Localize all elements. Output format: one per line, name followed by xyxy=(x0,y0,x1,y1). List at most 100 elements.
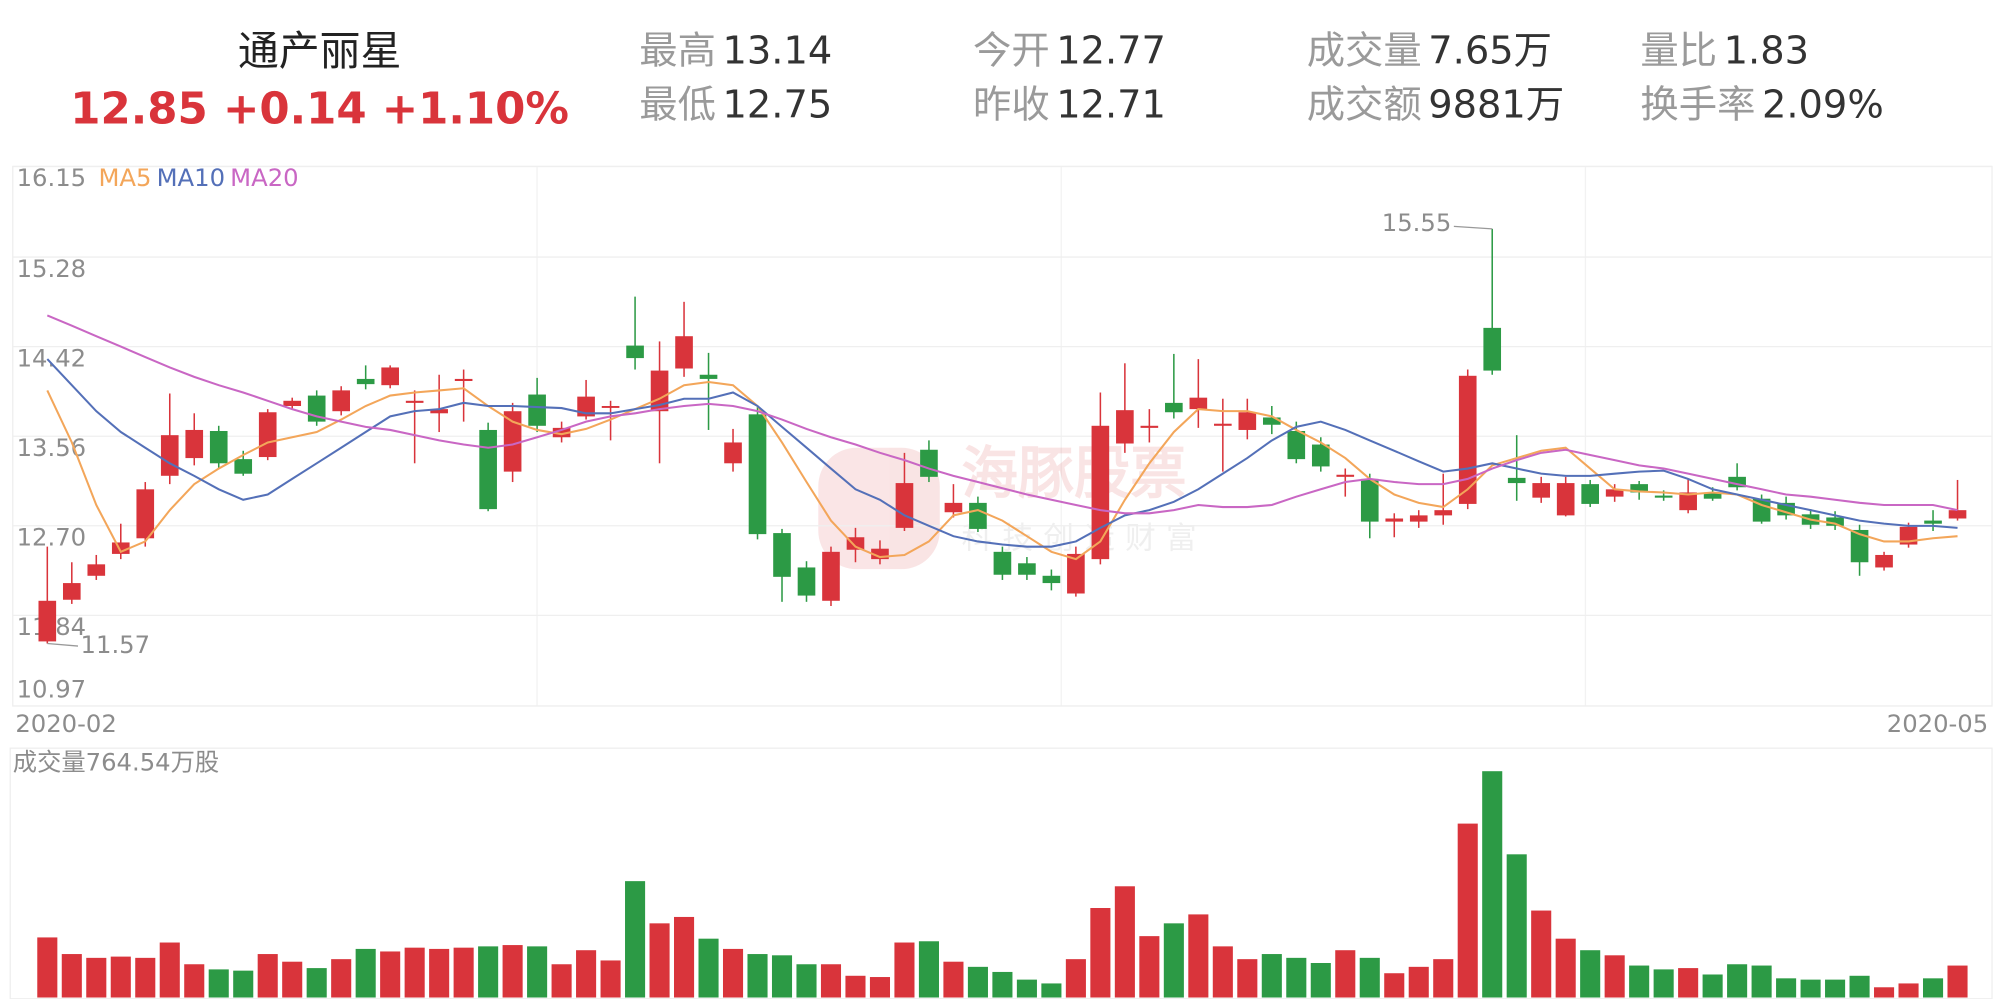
volume-bar xyxy=(992,971,1013,998)
stat-label: 今开 xyxy=(973,28,1050,73)
volume-bar xyxy=(527,946,548,998)
candle-body xyxy=(1262,417,1281,425)
stat-value: 13.14 xyxy=(722,28,832,73)
stat-value: 12.71 xyxy=(1056,82,1166,127)
stat: 成交额 9881万 xyxy=(1307,82,1564,127)
volume-bar xyxy=(1727,964,1748,998)
volume-bars xyxy=(37,771,1968,998)
candle-body xyxy=(1189,397,1208,410)
legend-entry: MA5 xyxy=(98,163,151,192)
volume-bar xyxy=(600,960,621,998)
volume-bar xyxy=(1041,983,1062,998)
candle-body xyxy=(1091,425,1110,560)
volume-bar xyxy=(1874,987,1895,998)
candle-body xyxy=(1507,477,1526,484)
candle-body xyxy=(1850,529,1869,563)
candle-body xyxy=(797,567,816,596)
volume-bar xyxy=(1653,969,1674,998)
volume-bar xyxy=(1384,973,1405,998)
candle-body xyxy=(1826,517,1844,526)
volume-bar xyxy=(869,977,891,998)
volume-bar xyxy=(257,954,278,998)
candle-body xyxy=(62,583,81,600)
volume-bar xyxy=(1261,954,1282,998)
candle-body xyxy=(724,442,742,464)
volume-bar xyxy=(1947,965,1968,998)
volume-bar xyxy=(1580,950,1601,998)
volume-bar xyxy=(820,964,842,998)
volume-bar xyxy=(551,964,572,998)
candle-body xyxy=(1214,423,1232,426)
y-tick-label: 14.42 xyxy=(17,343,87,372)
candle-body xyxy=(111,542,130,554)
volume-bar xyxy=(404,947,425,998)
x-tick-label: 2020-02 xyxy=(15,709,116,738)
volume-bar xyxy=(502,945,523,998)
candle-body xyxy=(38,600,57,642)
volume-bar xyxy=(1139,936,1160,998)
volume-bar xyxy=(233,970,254,998)
volume-bar xyxy=(1310,962,1331,998)
candle-body xyxy=(332,390,351,412)
stat-label: 换手率 xyxy=(1640,82,1755,127)
candle-body xyxy=(1409,515,1428,522)
candle-body xyxy=(699,374,718,379)
stat: 最低 12.75 xyxy=(639,82,832,127)
candle-body xyxy=(1556,483,1575,516)
volume-bar xyxy=(1825,979,1846,998)
candle-body xyxy=(675,336,693,369)
ma-line xyxy=(46,358,1958,548)
volume-bar xyxy=(380,951,401,998)
candle-body xyxy=(1703,492,1722,499)
candle-body xyxy=(1018,563,1036,575)
y-tick-label: 12.70 xyxy=(17,523,87,552)
stat-label: 成交额 xyxy=(1307,82,1422,127)
volume-bar xyxy=(1212,946,1233,998)
volume-bar xyxy=(1604,955,1625,998)
candle-body xyxy=(87,564,106,576)
volume-bar xyxy=(894,942,915,998)
candle-body xyxy=(1434,510,1453,516)
y-tick-label: 10.97 xyxy=(17,675,87,704)
stat-label: 成交量 xyxy=(1307,28,1422,73)
candle-body xyxy=(1924,520,1942,524)
candle-body xyxy=(748,414,767,535)
watermark-slogan: 科技创造财富 xyxy=(962,521,1207,556)
y-tick-label: 16.15 xyxy=(17,163,87,192)
stat-label: 最高 xyxy=(639,28,716,73)
volume-bar xyxy=(1555,938,1576,998)
candle-body xyxy=(1116,410,1134,444)
candle-body xyxy=(1654,495,1673,498)
candle-body xyxy=(1948,510,1967,519)
candle-body xyxy=(1311,444,1330,467)
candle-body xyxy=(822,551,840,601)
candle-body xyxy=(969,502,987,529)
stat-value: 7.65万 xyxy=(1428,28,1552,73)
volume-bar xyxy=(1506,854,1527,998)
candle-body xyxy=(160,435,179,476)
candle-body xyxy=(503,411,522,472)
watermark-title: 海豚股票 xyxy=(962,442,1187,507)
stat-value: 1.83 xyxy=(1724,28,1809,73)
volume-bar xyxy=(1090,908,1111,998)
volume-bar xyxy=(1457,823,1478,998)
volume-bar xyxy=(86,957,107,998)
volume-bar xyxy=(1702,974,1723,998)
volume-bar xyxy=(1849,975,1870,998)
volume-bar xyxy=(1751,965,1772,998)
volume-bar xyxy=(37,937,58,998)
volume-label: 成交量764.54万股 xyxy=(13,748,219,777)
high-pointer xyxy=(1453,225,1493,230)
candle-body xyxy=(944,502,963,513)
stat-label: 量比 xyxy=(1640,28,1717,73)
candle-body xyxy=(528,394,546,426)
candle-body xyxy=(1067,553,1085,594)
volume-bar xyxy=(208,969,229,998)
candle-body xyxy=(601,406,620,408)
candle-body xyxy=(773,533,791,577)
candle-body xyxy=(1728,476,1746,488)
price: 12.85 xyxy=(70,84,208,134)
candle-body xyxy=(234,459,253,474)
candle-body xyxy=(1483,327,1502,371)
